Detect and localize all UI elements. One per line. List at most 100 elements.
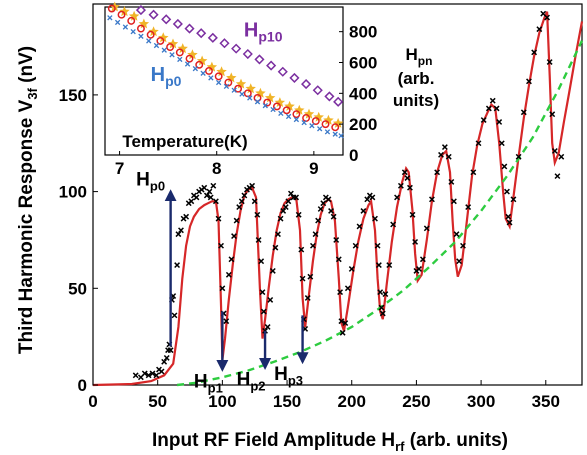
data-point-x-marker (207, 194, 214, 201)
inset-x-marker (254, 99, 261, 105)
data-point-x-marker (558, 153, 565, 160)
data-point-x-marker (255, 237, 262, 243)
inset-y-tick-label: 800 (349, 23, 377, 42)
data-point-x-marker (295, 211, 302, 218)
data-point-x-marker (423, 225, 430, 232)
data-point-x-marker (438, 151, 444, 158)
inset-circle-marker (263, 98, 272, 107)
data-point-x-marker (285, 198, 292, 205)
data-point-x-marker (531, 49, 538, 56)
data-point-x-marker (254, 211, 261, 218)
inset-x-marker (223, 83, 230, 90)
x-tick-label: 300 (467, 392, 495, 411)
inset-x-marker (161, 47, 167, 53)
data-point-x-marker (174, 262, 181, 269)
data-point-x-marker (315, 217, 322, 224)
inset-star-marker (294, 104, 305, 115)
data-point-x-marker (277, 215, 284, 222)
data-point-x-marker (356, 223, 363, 230)
data-point-x-marker (493, 105, 500, 112)
inset-diamond-marker (231, 43, 242, 54)
data-point-x-marker (183, 213, 190, 220)
inset-x-tick-label: 7 (115, 159, 124, 178)
inset-ylabel-main: H (406, 45, 418, 64)
x-tick-label: 50 (148, 392, 167, 411)
annotations-layer: Hp0 Hp1 Hp2 Hp3 (136, 170, 309, 396)
inset-x-marker (247, 95, 253, 101)
inset-x-marker (278, 110, 284, 117)
data-point-x-marker (317, 206, 324, 212)
inset-diamond-marker (312, 85, 323, 96)
inset-y-tick-label: 600 (349, 54, 377, 73)
x-tick-label: 250 (402, 392, 430, 411)
data-point-x-marker (352, 242, 359, 249)
inset-star-marker (274, 97, 286, 107)
inset-x-marker (146, 38, 152, 44)
inset-star-marker (284, 100, 295, 111)
inset-star-marker (119, 6, 130, 17)
inset-ticks-layer: 7 8 9 0 200 400 600 800 (115, 23, 378, 178)
data-point-x-marker (171, 312, 178, 319)
data-point-x-marker (212, 198, 219, 205)
inset-x-marker (200, 70, 206, 76)
x-tick-label: 0 (88, 392, 97, 411)
inset-diamond-marker (207, 32, 218, 43)
data-point-x-marker (178, 227, 184, 234)
data-point-x-marker (409, 211, 416, 218)
data-point-x-marker (377, 289, 384, 296)
data-point-x-marker (210, 182, 217, 189)
inset-diamond-marker (196, 28, 207, 39)
data-point-x-marker (378, 304, 385, 311)
data-point-x-marker (203, 192, 210, 199)
inset-series-labels: Hp10 Hp0 (151, 19, 283, 89)
data-point-x-marker (225, 271, 232, 278)
data-point-x-marker (275, 231, 281, 238)
annotation-label-p2: Hp2 (237, 370, 266, 394)
inset-circle-marker (311, 117, 320, 126)
inset-series-layer (107, 1, 344, 139)
data-point-x-marker (145, 372, 152, 379)
inset-diamond-marker (219, 38, 230, 49)
inset-circle-marker (107, 4, 116, 13)
data-point-x-marker (287, 190, 294, 197)
data-point-x-marker (344, 285, 351, 292)
data-point-x-marker (501, 163, 508, 170)
data-point-x-marker (510, 196, 517, 203)
data-point-x-marker (233, 217, 240, 224)
data-point-x-marker (453, 231, 460, 238)
inset-x-axis-label: Temperature(K) (122, 132, 247, 151)
inset-star-marker (313, 111, 324, 122)
inset-x-marker (324, 129, 331, 135)
inset-x-marker (192, 66, 199, 72)
data-point-x-marker (272, 244, 279, 251)
inset-diamond-marker (324, 91, 335, 102)
data-point-x-marker (201, 184, 208, 191)
data-point-x-marker (141, 370, 148, 377)
data-point-x-marker (504, 188, 510, 195)
inset-diamond-marker (135, 5, 147, 16)
inset-x-marker (153, 42, 160, 49)
data-point-x-marker (412, 238, 419, 245)
data-point-x-marker (544, 14, 551, 21)
y-tick-label: 150 (59, 86, 87, 105)
inset-circle-marker (166, 43, 175, 52)
simulation-line (92, 11, 584, 387)
inset-circle-marker (117, 10, 126, 19)
inset-x-marker (231, 87, 237, 93)
inset-circle-marker (175, 48, 184, 57)
inset-ylabel-unit2: units) (393, 91, 439, 110)
data-point-x-marker (489, 97, 496, 104)
dashed-fit-line (176, 40, 584, 387)
data-point-x-marker (307, 273, 314, 280)
inset-x-marker (239, 91, 245, 97)
data-point-x-marker (264, 324, 271, 330)
x-axis-label: Input RF Field Amplitude Hrf (arb. units… (152, 430, 508, 454)
data-point-x-marker (299, 275, 306, 282)
data-point-x-marker (293, 194, 300, 201)
inset-x-marker (338, 133, 344, 139)
data-point-x-marker (450, 198, 457, 205)
data-point-x-marker (348, 266, 355, 272)
data-point-x-marker (325, 196, 332, 203)
x-tick-label: 350 (532, 392, 560, 411)
